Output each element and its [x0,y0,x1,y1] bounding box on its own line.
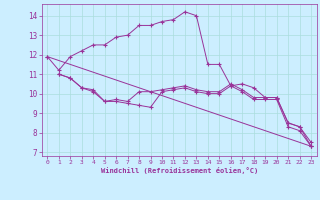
X-axis label: Windchill (Refroidissement éolien,°C): Windchill (Refroidissement éolien,°C) [100,167,258,174]
